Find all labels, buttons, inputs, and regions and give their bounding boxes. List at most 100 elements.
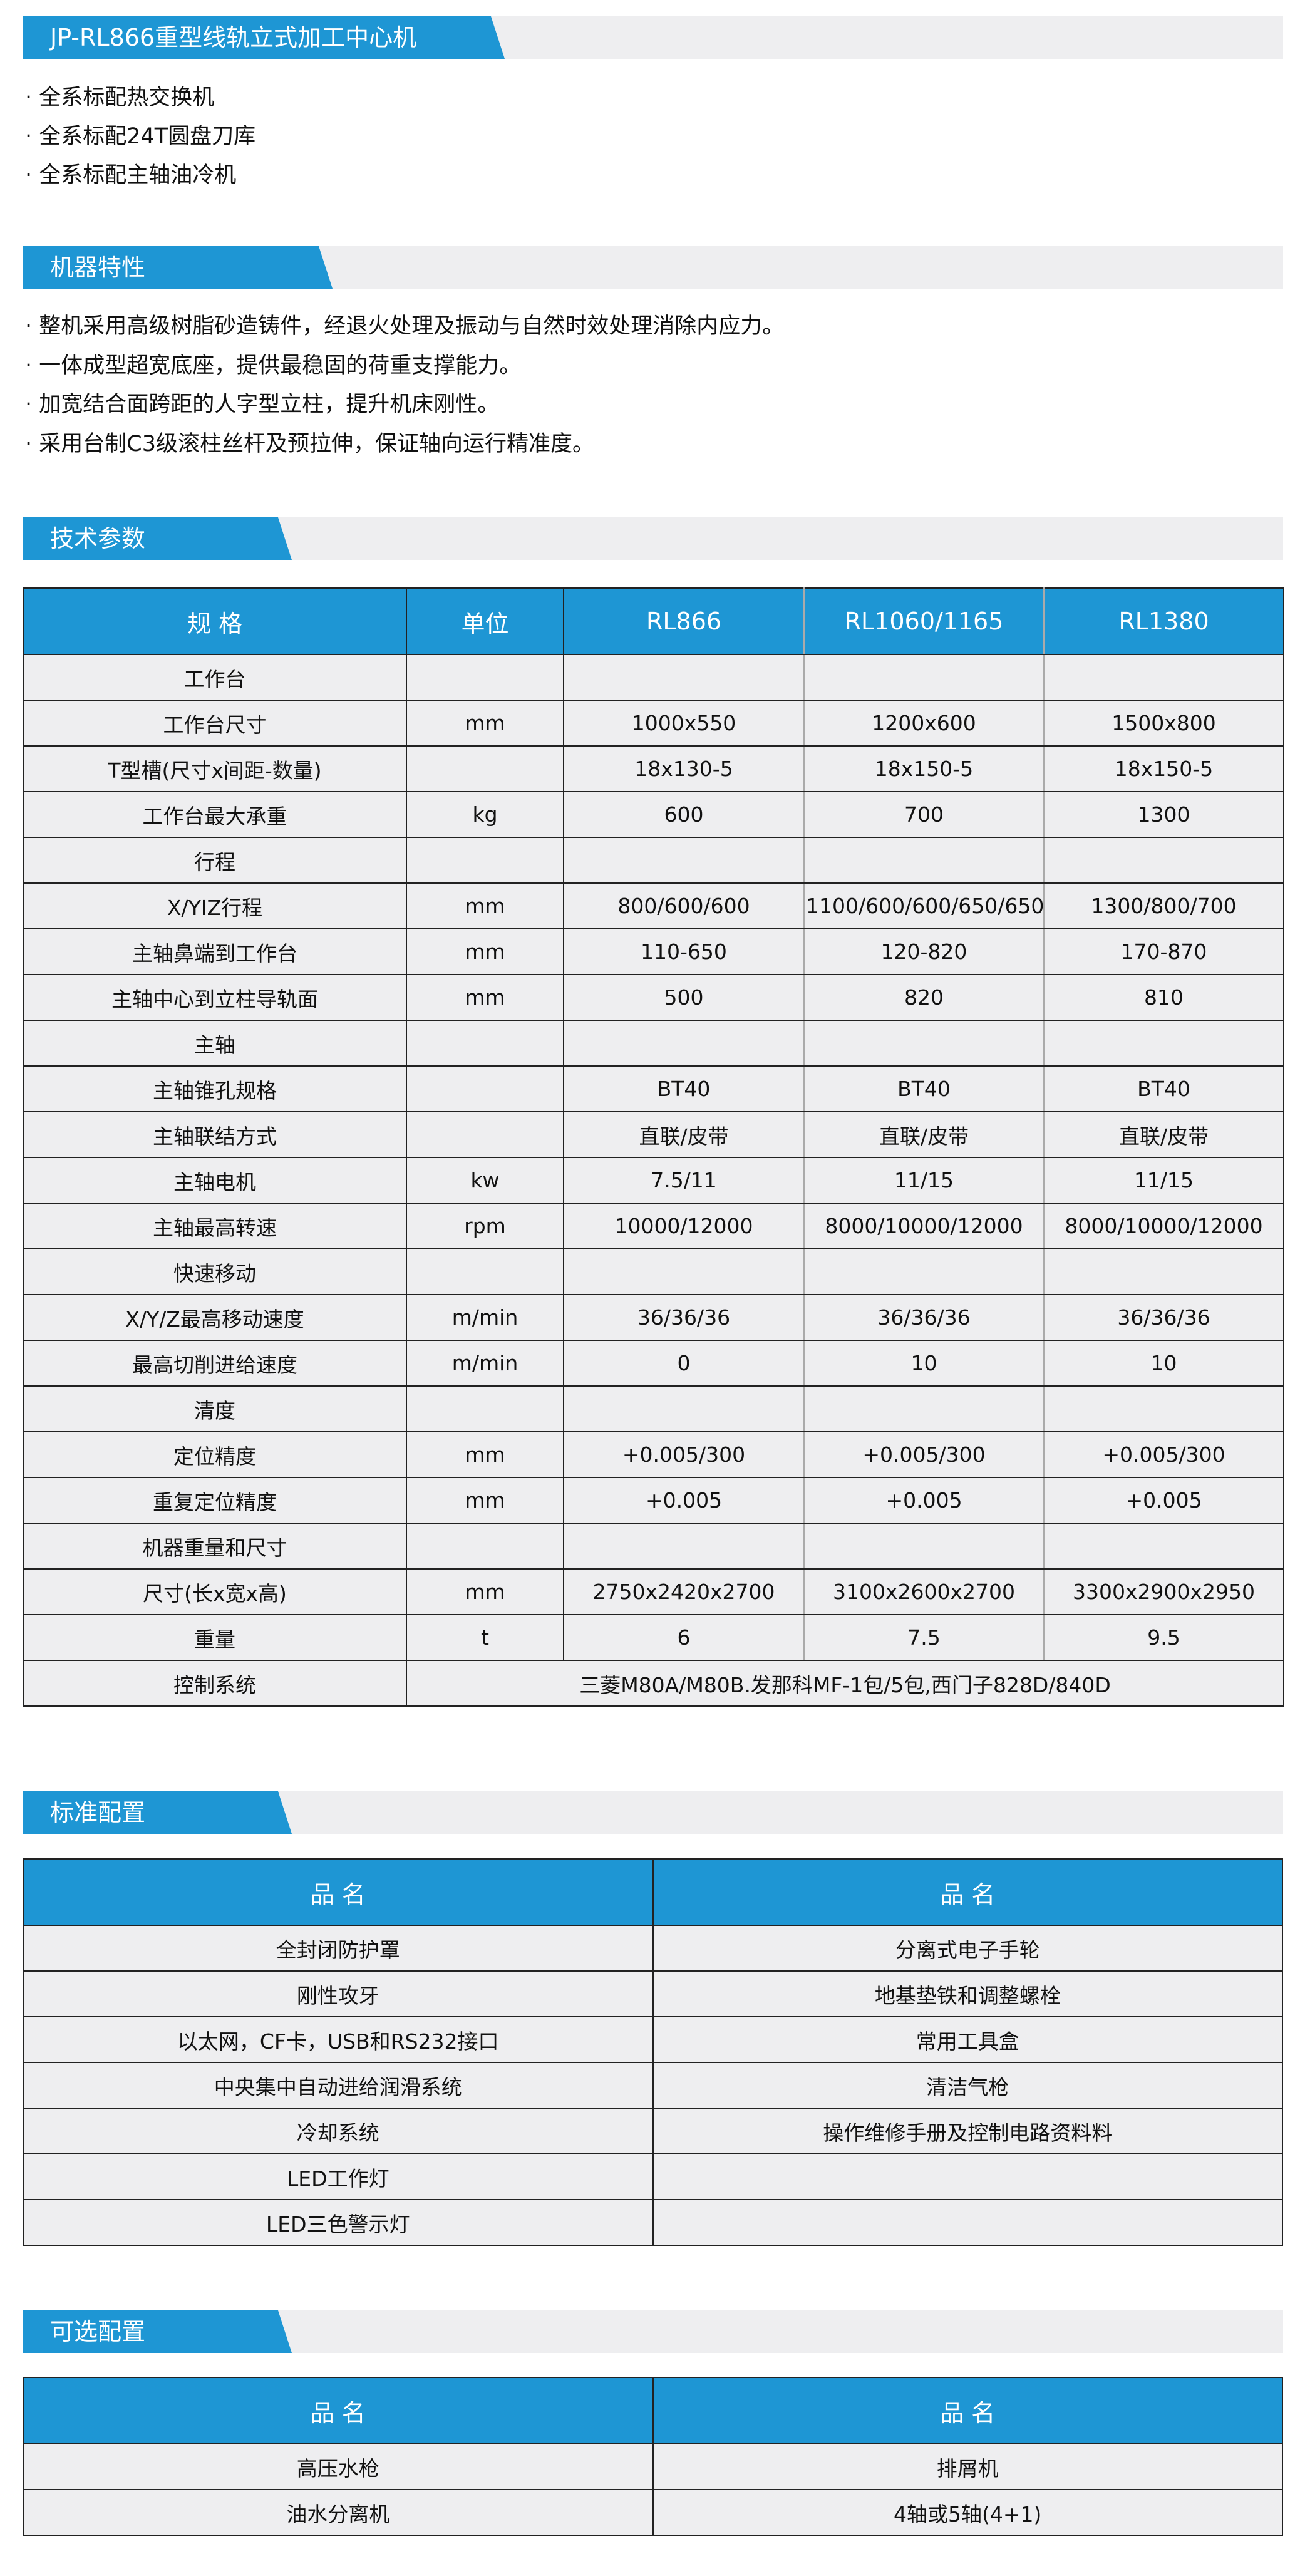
table-cell: 主轴电机	[23, 1157, 407, 1204]
table-row: 主轴中心到立柱导轨面 mm 500 820 810	[23, 974, 1284, 1021]
table-row: 全封闭防护罩 分离式电子手轮	[23, 1925, 1283, 1972]
table-cell	[803, 654, 1045, 701]
table-cell: 7.5	[803, 1614, 1045, 1661]
table-row: 重复定位精度 mm +0.005 +0.005 +0.005	[23, 1477, 1284, 1524]
table-cell	[1043, 654, 1284, 701]
table-cell: 重复定位精度	[23, 1477, 407, 1524]
column-header: RL1060/1165	[803, 587, 1045, 655]
table-cell	[803, 1385, 1045, 1432]
table-row: 行程	[23, 837, 1284, 884]
table-cell: +0.005/300	[563, 1431, 805, 1478]
table-cell	[406, 1385, 564, 1432]
table-row: 主轴电机 kw 7.5/11 11/15 11/15	[23, 1157, 1284, 1204]
column-header: RL866	[563, 587, 805, 655]
table-row: 工作台	[23, 654, 1284, 701]
column-header: 单位	[406, 587, 564, 655]
table-cell: 工作台尺寸	[23, 700, 407, 747]
table-cell	[1043, 1385, 1284, 1432]
table-cell: 冷却系统	[23, 2108, 654, 2154]
table-cell: 0	[563, 1340, 805, 1387]
section-header-standard: 标准配置	[23, 1791, 1283, 1834]
table-cell	[406, 745, 564, 792]
table-cell: mm	[406, 974, 564, 1021]
table-cell	[406, 1111, 564, 1158]
table-cell: 分离式电子手轮	[652, 1925, 1283, 1972]
table-cell: 6	[563, 1614, 805, 1661]
table-cell: 主轴中心到立柱导轨面	[23, 974, 407, 1021]
table-row: 以太网，CF卡，USB和RS232接口 常用工具盒	[23, 2016, 1283, 2063]
table-cell: LED三色警示灯	[23, 2199, 654, 2246]
table-cell: rpm	[406, 1203, 564, 1249]
bullet-item: · 采用台制C3级滚柱丝杆及预拉伸，保证轴向运行精准度。	[25, 431, 594, 457]
section-header-specs: 技术参数	[23, 517, 1283, 560]
table-row: 工作台尺寸 mm 1000x550 1200x600 1500x800	[23, 700, 1284, 747]
section-header-features: 机器特性	[23, 246, 1283, 289]
table-cell: 11/15	[803, 1157, 1045, 1204]
table-cell: 机器重量和尺寸	[23, 1523, 407, 1570]
table-cell: m/min	[406, 1340, 564, 1387]
table-row: 高压水枪 排屑机	[23, 2443, 1283, 2490]
table-cell: 主轴联结方式	[23, 1111, 407, 1158]
table-cell: 10	[1043, 1340, 1284, 1387]
table-cell	[406, 1065, 564, 1112]
table-cell: 工作台	[23, 654, 407, 701]
table-cell: 1300/800/700	[1043, 882, 1284, 929]
table-cell: 1300	[1043, 791, 1284, 838]
table-cell	[652, 2199, 1283, 2246]
table-cell: 中央集中自动进给润滑系统	[23, 2062, 654, 2109]
table-cell: 600	[563, 791, 805, 838]
table-cell	[563, 1248, 805, 1295]
table-cell: mm	[406, 882, 564, 929]
bullet-item: · 加宽结合面跨距的人字型立柱，提升机床刚性。	[25, 392, 500, 417]
table-cell: 110-650	[563, 928, 805, 975]
column-header: 品 名	[23, 1858, 654, 1926]
bullet-item: · 全系标配热交换机	[25, 85, 215, 110]
table-cell: kw	[406, 1157, 564, 1204]
optional-config-table: 品 名品 名高压水枪 排屑机 油水分离机 4轴或5轴(4+1)	[23, 2377, 1283, 2536]
standard-config-table: 品 名品 名全封闭防护罩 分离式电子手轮 刚性攻牙 地基垫铁和调整螺栓 以太网，CF卡，…	[23, 1858, 1283, 2246]
table-cell: +0.005	[1043, 1477, 1284, 1524]
table-cell: 常用工具盒	[652, 2016, 1283, 2063]
table-cell	[1043, 1020, 1284, 1067]
table-cell	[652, 2153, 1283, 2200]
table-cell	[563, 837, 805, 884]
table-cell: 4轴或5轴(4+1)	[652, 2489, 1283, 2536]
table-cell: 36/36/36	[1043, 1294, 1284, 1341]
column-header: 品 名	[652, 2377, 1283, 2444]
table-cell: 18x130-5	[563, 745, 805, 792]
table-cell: 主轴鼻端到工作台	[23, 928, 407, 975]
table-cell: 直联/皮带	[1043, 1111, 1284, 1158]
table-cell: 地基垫铁和调整螺栓	[652, 1970, 1283, 2017]
table-cell	[1043, 837, 1284, 884]
table-cell	[563, 1020, 805, 1067]
table-cell: 清度	[23, 1385, 407, 1432]
table-row: 主轴锥孔规格 BT40 BT40 BT40	[23, 1065, 1284, 1112]
table-cell	[803, 1248, 1045, 1295]
table-cell	[406, 837, 564, 884]
table-cell: 直联/皮带	[803, 1111, 1045, 1158]
table-cell: 18x150-5	[1043, 745, 1284, 792]
table-row: T型槽(尺寸x间距-数量) 18x130-5 18x150-5 18x150-5	[23, 745, 1284, 792]
table-cell: BT40	[1043, 1065, 1284, 1112]
table-row: 重量 t 6 7.5 9.5	[23, 1614, 1284, 1661]
column-header: RL1380	[1043, 587, 1284, 655]
table-row: 工作台最大承重 kg 600 700 1300	[23, 791, 1284, 838]
table-cell	[406, 1523, 564, 1570]
table-cell: +0.005	[563, 1477, 805, 1524]
table-cell: T型槽(尺寸x间距-数量)	[23, 745, 407, 792]
features-title: 机器特性	[50, 254, 146, 281]
table-cell: LED工作灯	[23, 2153, 654, 2200]
bullet-item: · 一体成型超宽底座，提供最稳固的荷重支撑能力。	[25, 353, 522, 378]
bullet-item: · 全系标配24T圆盘刀库	[25, 124, 256, 149]
table-cell: 3300x2900x2950	[1043, 1568, 1284, 1615]
table-cell: mm	[406, 1431, 564, 1478]
table-cell: +0.005/300	[1043, 1431, 1284, 1478]
table-cell: 800/600/600	[563, 882, 805, 929]
table-row: 清度	[23, 1385, 1284, 1432]
table-row: 机器重量和尺寸	[23, 1523, 1284, 1570]
table-cell: +0.005	[803, 1477, 1045, 1524]
table-row: 冷却系统 操作维修手册及控制电路资料料	[23, 2108, 1283, 2154]
standard-title: 标准配置	[50, 1799, 146, 1826]
table-cell: 行程	[23, 837, 407, 884]
specs-title: 技术参数	[50, 525, 146, 552]
